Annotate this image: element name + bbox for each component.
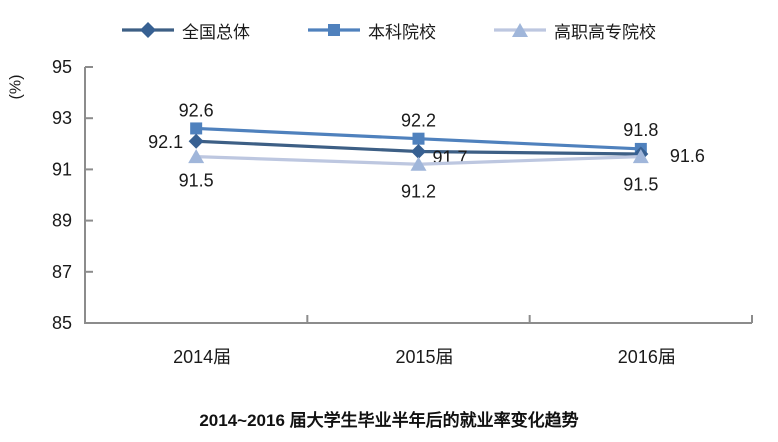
legend-label: 本科院校 [368,22,436,42]
y-tick-label: 93 [52,108,72,128]
y-tick-label: 95 [52,57,72,77]
y-tick-label: 91 [52,159,72,179]
point-1-1-square-marker-icon [412,132,425,145]
chart-title: 2014~2016 届大学生毕业半年后的就业率变化趋势 [199,411,579,430]
data-label: 92.2 [401,111,436,131]
y-tick-label: 85 [52,313,72,333]
point-2-1-triangle-marker-icon [410,156,427,171]
point-2-0-triangle-marker-icon [188,149,205,164]
data-label: 91.5 [179,171,214,191]
legend-label: 高职高专院校 [554,22,656,42]
point-1-0-square-marker-icon [190,122,203,135]
data-label: 91.2 [401,181,436,201]
point-0-0-diamond-marker-icon [188,133,204,149]
data-label: 91.6 [670,146,705,166]
legend-item-1: 本科院校 [308,18,436,43]
data-label: 92.1 [148,132,183,152]
legend-label: 全国总体 [182,22,250,42]
legend-item-2: 高职高专院校 [494,18,656,43]
data-label: 92.6 [179,100,214,120]
legend-item-0: 全国总体 [122,18,250,43]
point-2-2-triangle-marker-icon [632,149,649,164]
point-0-1-diamond-marker-icon [411,143,426,159]
y-tick-label: 89 [52,211,72,231]
x-tick-label: 2016届 [618,347,676,367]
data-label: 91.5 [623,175,658,195]
legend-diamond-swatch-icon [122,22,174,38]
x-tick-label: 2014届 [173,347,231,367]
chart-legend: 全国总体 本科院校 高职高专院校 [0,14,778,46]
legend-square-swatch-icon [308,24,360,36]
legend-triangle-swatch-icon [494,23,546,37]
data-label: 91.8 [623,120,658,140]
legend-square-marker-icon [328,24,340,36]
legend-diamond-marker-icon [140,22,156,38]
legend-triangle-marker-icon [512,23,528,37]
x-tick-label: 2015届 [395,347,453,367]
y-tick-label: 87 [52,262,72,282]
